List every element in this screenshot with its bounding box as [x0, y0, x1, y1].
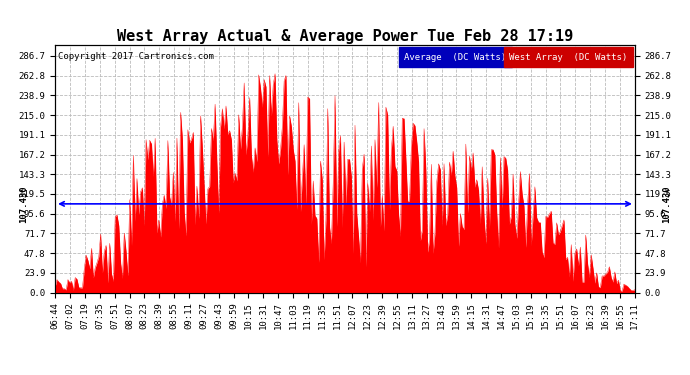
Text: Copyright 2017 Cartronics.com: Copyright 2017 Cartronics.com	[58, 53, 214, 62]
Text: 107.430: 107.430	[19, 185, 28, 223]
Legend: Average  (DC Watts), West Array  (DC Watts): Average (DC Watts), West Array (DC Watts…	[399, 50, 630, 64]
Title: West Array Actual & Average Power Tue Feb 28 17:19: West Array Actual & Average Power Tue Fe…	[117, 29, 573, 44]
Text: 107.430: 107.430	[662, 185, 671, 223]
